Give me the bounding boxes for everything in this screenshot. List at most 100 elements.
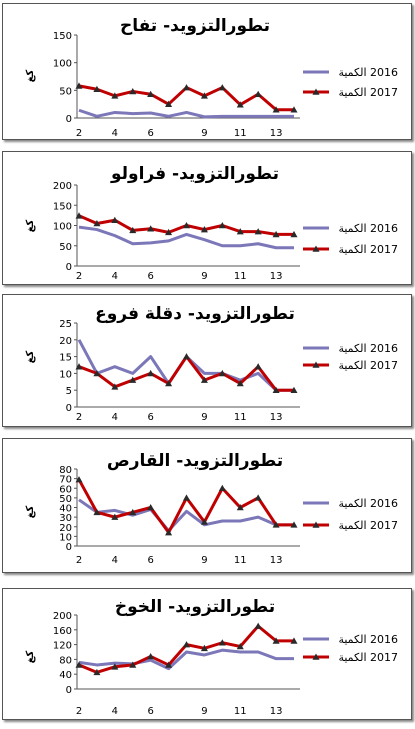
data-point-2017 (236, 228, 244, 235)
data-point-2017 (147, 652, 155, 660)
y-tick-label: 200 (53, 611, 72, 622)
data-point-2017 (147, 369, 155, 377)
series-line-2017 (78, 624, 294, 674)
y-tick-label: 0 (66, 542, 72, 553)
legend-marker-2017 (312, 88, 320, 95)
y-tick-label: 150 (53, 31, 72, 42)
data-point-2017 (165, 379, 173, 387)
chart-panel-peach: تطورالتزويد- الخوخ 0 40 80 120 160 200 2 4 6 9 11 13… (2, 588, 412, 720)
x-tick-label: 11 (234, 128, 247, 139)
data-point-2017 (200, 518, 208, 525)
y-tick-label: 200 (53, 181, 72, 192)
x-tick-label: 4 (112, 706, 118, 717)
legend-label-2017: 2017 الكمية (338, 651, 398, 664)
y-tick-label: 150 (53, 201, 72, 212)
data-point-2017 (200, 226, 208, 233)
legend-label-2016: 2016 الكمية (338, 497, 398, 510)
x-tick-label: 6 (147, 555, 153, 566)
x-tick-label: 2 (76, 555, 82, 566)
data-point-2017 (200, 644, 208, 652)
x-tick-label: 2 (76, 128, 82, 139)
data-point-2017 (75, 212, 83, 219)
y-axis-unit-label: كغ (25, 219, 36, 232)
data-point-2017 (183, 353, 190, 360)
data-point-2017 (129, 226, 137, 234)
chart-title: تطورالتزويد- تفاح (120, 16, 270, 36)
y-tick-label: 70 (59, 475, 72, 486)
y-tick-label: 50 (59, 242, 72, 253)
chart-panel-strawberry: تطورالتزويد- فراولو 0 50 100 150 200 2 4 6 9 11 13 ك… (2, 151, 412, 285)
data-point-2017 (290, 637, 298, 644)
series-line-2016 (78, 498, 294, 533)
data-point-2017 (236, 504, 244, 511)
data-point-2017 (147, 504, 155, 511)
data-point-2017 (111, 216, 119, 224)
y-tick-label: 0 (66, 262, 72, 273)
x-tick-label: 4 (112, 555, 118, 566)
data-point-2017 (200, 92, 208, 99)
y-tick-label: 0 (66, 114, 72, 125)
data-point-2017 (254, 494, 262, 501)
x-tick-label: 13 (270, 706, 283, 717)
y-tick-label: 20 (59, 336, 72, 347)
x-tick-label: 13 (270, 555, 283, 566)
x-tick-label: 2 (76, 412, 82, 423)
chart-panel-deglet-branches: تطورالتزويد- دقلة فروع 0 5 10 15 20 25 2 4 6 9 11 13… (2, 294, 412, 427)
y-tick-label: 80 (59, 465, 72, 476)
x-tick-label: 11 (234, 412, 247, 423)
data-point-2017 (290, 521, 298, 528)
chart-panel-apple: تطورالتزويد- تفاح 0 50 100 150 2 4 6 9 11 13 كغ 2016… (2, 3, 412, 140)
chart-svg: تطورالتزويد- دقلة فروع 0 5 10 15 20 25 2 4 6 9 11 13… (25, 304, 398, 423)
chart-title: تطورالتزويد- القارص (107, 451, 283, 471)
data-point-2017 (75, 82, 83, 89)
data-point-2017 (272, 230, 280, 238)
y-axis-unit-label: كغ (25, 650, 36, 663)
legend-label-2017: 2017 الكمية (338, 86, 398, 99)
x-tick-label: 9 (201, 555, 207, 566)
data-point-2017 (129, 87, 137, 95)
legend-label-2017: 2017 الكمية (338, 243, 398, 256)
data-point-2017 (218, 222, 226, 229)
y-tick-label: 10 (59, 532, 72, 543)
x-tick-label: 13 (270, 128, 283, 139)
data-point-2017 (218, 369, 226, 377)
y-tick-label: 30 (59, 513, 72, 524)
data-point-2017 (183, 494, 190, 501)
y-axis-unit-label: كغ (25, 350, 36, 363)
data-point-2017 (236, 101, 244, 108)
data-point-2017 (93, 369, 101, 377)
x-tick-label: 4 (112, 271, 118, 282)
data-point-2017 (272, 106, 280, 113)
y-tick-label: 50 (59, 86, 72, 97)
data-point-2017 (200, 376, 208, 383)
x-tick-label: 9 (201, 128, 207, 139)
data-point-2017 (218, 484, 226, 492)
y-tick-label: 120 (53, 641, 72, 652)
x-tick-label: 4 (112, 412, 118, 423)
y-tick-label: 15 (59, 353, 72, 364)
data-point-2017 (183, 222, 190, 229)
y-tick-label: 100 (53, 59, 72, 70)
data-point-2017 (93, 508, 101, 516)
data-point-2017 (254, 363, 262, 370)
series-line-2017 (78, 355, 294, 392)
chart-svg: تطورالتزويد- الخوخ 0 40 80 120 160 200 2 4 6 9 11 13… (25, 597, 398, 717)
x-tick-label: 2 (76, 271, 82, 282)
x-tick-label: 2 (76, 706, 82, 717)
y-tick-label: 0 (66, 685, 72, 696)
data-point-2017 (236, 642, 244, 650)
data-point-2017 (111, 513, 119, 520)
data-point-2017 (111, 92, 119, 99)
data-point-2017 (290, 106, 298, 113)
data-point-2017 (272, 386, 280, 393)
data-point-2017 (290, 230, 298, 238)
y-tick-label: 10 (59, 369, 72, 380)
y-tick-label: 160 (53, 626, 72, 637)
data-point-2017 (75, 661, 83, 668)
x-tick-label: 9 (201, 706, 207, 717)
x-tick-label: 6 (147, 706, 153, 717)
data-point-2017 (129, 508, 137, 516)
y-tick-label: 50 (59, 494, 72, 505)
data-point-2017 (165, 100, 173, 107)
